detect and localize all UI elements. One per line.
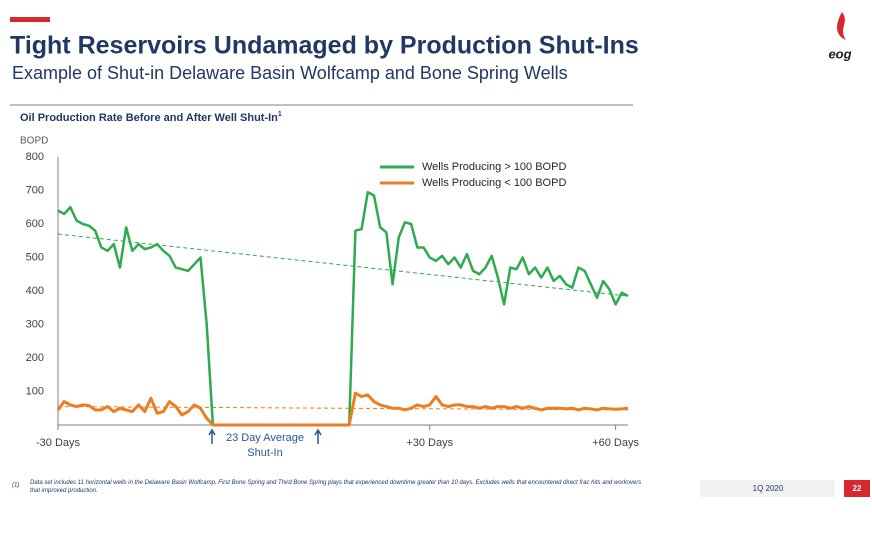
annotation-arrow xyxy=(314,428,322,444)
footnote: Data set includes 11 horizontal wells in… xyxy=(30,480,642,494)
annotation: 23 Day Average xyxy=(226,432,304,444)
legend-label: Wells Producing < 100 BOPD xyxy=(422,177,566,189)
series-line xyxy=(56,391,629,427)
period-box xyxy=(700,480,835,497)
slide-subtitle: Example of Shut-in Delaware Basin Wolfca… xyxy=(12,63,568,83)
y-tick-label: 600 xyxy=(26,218,44,230)
logo: eog xyxy=(828,46,851,61)
x-tick-label: +30 Days xyxy=(406,437,453,449)
y-tick-label: 700 xyxy=(26,184,44,196)
y-tick-label: 800 xyxy=(26,151,44,163)
annotation-arrow xyxy=(208,428,216,444)
page-box xyxy=(844,480,870,497)
footnote-marker: (1) xyxy=(12,483,19,489)
chart-title-note: 1 xyxy=(278,111,282,118)
y-tick-label: 100 xyxy=(26,385,44,397)
footnote-box: Data set includes 11 horizontal wells in… xyxy=(30,480,642,494)
x-tick-label: -30 Days xyxy=(36,437,81,449)
y-axis-label: BOPD xyxy=(20,136,48,147)
chart-title-text: Oil Production Rate Before and After Wel… xyxy=(20,112,278,124)
annotation: Shut-In xyxy=(247,447,282,459)
logo-flame xyxy=(837,12,846,40)
y-tick-label: 500 xyxy=(26,251,44,263)
chart-title: Oil Production Rate Before and After Wel… xyxy=(20,111,282,124)
trendline xyxy=(57,233,629,297)
x-tick-label: +60 Days xyxy=(592,437,639,449)
legend-label: Wells Producing > 100 BOPD xyxy=(422,161,566,173)
accent-bar xyxy=(10,17,50,22)
y-tick-label: 200 xyxy=(26,352,44,364)
page-number: 22 xyxy=(853,484,862,493)
period: 1Q 2020 xyxy=(753,484,784,493)
y-tick-label: 400 xyxy=(26,285,44,297)
y-tick-label: 300 xyxy=(26,318,44,330)
series-line xyxy=(57,190,629,427)
slide-title: Tight Reservoirs Undamaged by Production… xyxy=(10,32,639,60)
